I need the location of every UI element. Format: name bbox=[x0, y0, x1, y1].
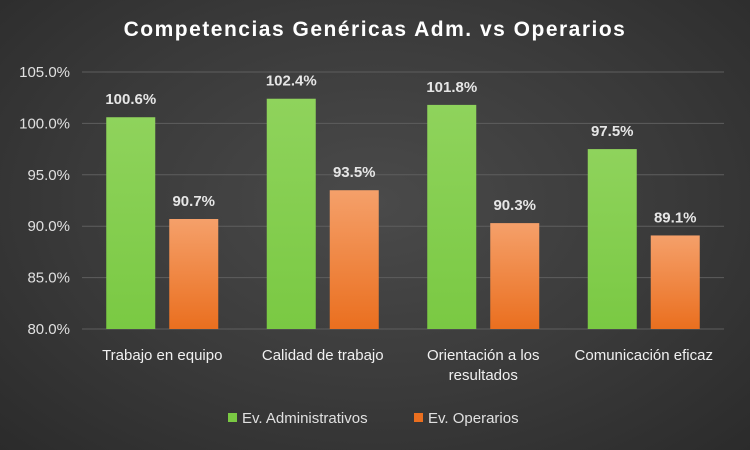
y-tick-label: 90.0% bbox=[27, 218, 70, 235]
chart-title: Competencias Genéricas Adm. vs Operarios bbox=[123, 18, 627, 41]
y-axis: 80.0% 85.0% 90.0% 95.0% 100.0% 105.0% bbox=[19, 64, 70, 338]
bar-administrativos bbox=[106, 117, 156, 330]
data-labels: 100.6% 90.7% 102.4% 93.5% 101.8% 90.3% 97.5% 89… bbox=[105, 73, 696, 227]
data-label: 90.7% bbox=[172, 193, 215, 210]
data-label: 89.1% bbox=[654, 209, 697, 226]
y-tick-label: 80.0% bbox=[27, 321, 70, 338]
x-axis: Trabajo en equipo Calidad de trabajo Orien… bbox=[102, 347, 713, 384]
category-label: Orientación a los bbox=[427, 347, 540, 364]
category-label: Calidad de trabajo bbox=[262, 347, 384, 364]
category-label: resultados bbox=[449, 367, 518, 384]
y-tick-label: 105.0% bbox=[19, 64, 70, 81]
data-label: 97.5% bbox=[591, 123, 634, 140]
bar-administrativos bbox=[427, 104, 477, 330]
legend-label: Ev. Operarios bbox=[428, 410, 519, 427]
y-tick-label: 85.0% bbox=[27, 270, 70, 287]
bar-administrativos bbox=[266, 98, 316, 329]
data-label: 93.5% bbox=[333, 164, 376, 181]
legend: Ev. Administrativos Ev. Operarios bbox=[228, 410, 519, 427]
bars bbox=[106, 98, 700, 330]
category-label: Trabajo en equipo bbox=[102, 347, 222, 364]
y-tick-label: 95.0% bbox=[27, 167, 70, 184]
legend-swatch bbox=[414, 413, 423, 422]
data-label: 102.4% bbox=[266, 73, 317, 90]
legend-swatch bbox=[228, 413, 237, 422]
data-label: 101.8% bbox=[426, 79, 477, 96]
data-label: 90.3% bbox=[493, 197, 536, 214]
bar-operarios bbox=[169, 219, 219, 329]
y-tick-label: 100.0% bbox=[19, 115, 70, 132]
bar-operarios bbox=[329, 190, 379, 329]
bar-administrativos bbox=[587, 149, 637, 329]
legend-label: Ev. Administrativos bbox=[242, 410, 368, 427]
data-label: 100.6% bbox=[105, 91, 156, 108]
category-label: Comunicación eficaz bbox=[575, 347, 713, 364]
bar-operarios bbox=[650, 235, 700, 329]
bar-operarios bbox=[490, 223, 540, 329]
